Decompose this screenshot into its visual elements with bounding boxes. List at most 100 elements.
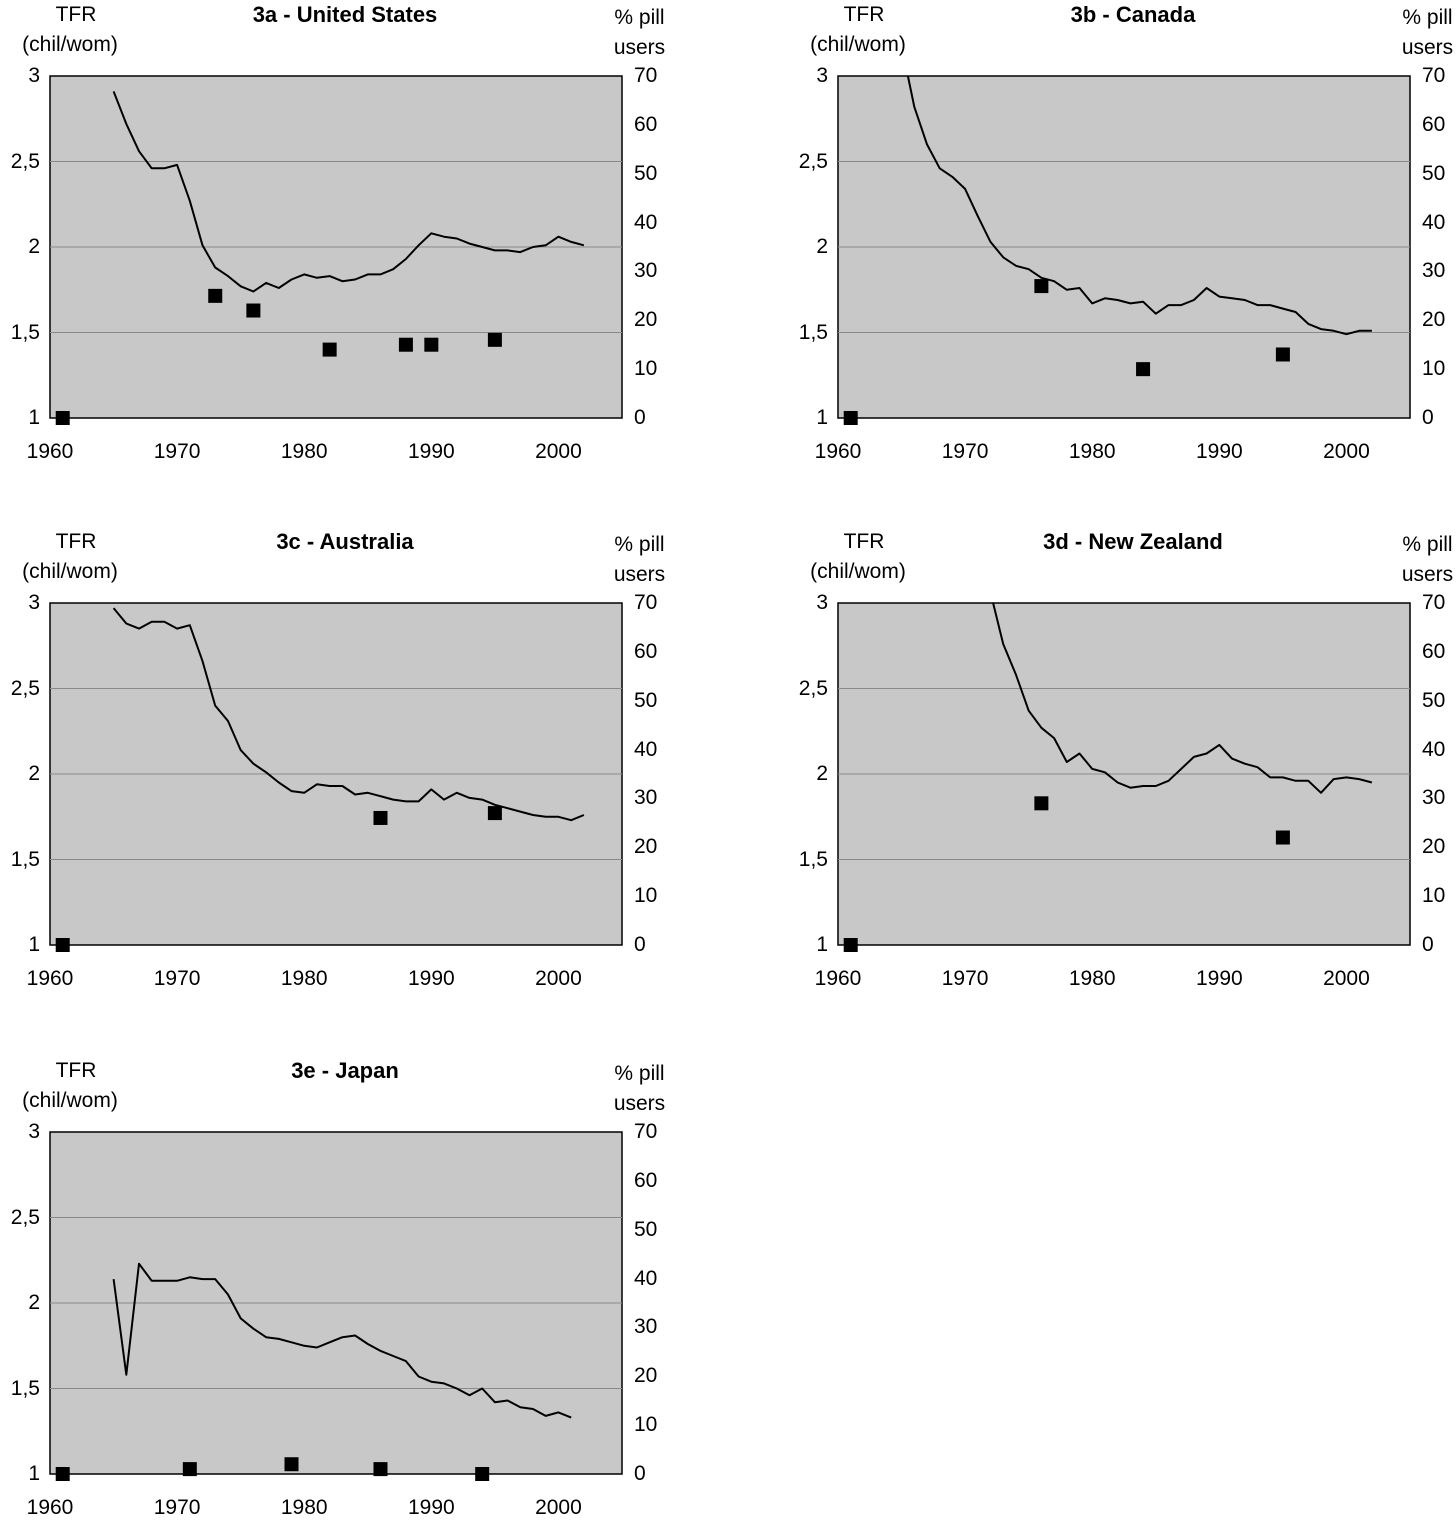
- y2-tick-label: 30: [1422, 786, 1446, 810]
- y2-tick-label: 60: [634, 1168, 658, 1192]
- pill-users-marker: [424, 337, 439, 352]
- y2-tick-label: 70: [1422, 591, 1446, 614]
- right-axis-label: % pill: [614, 1062, 665, 1085]
- pill-users-marker: [843, 411, 858, 425]
- pill-users-marker: [246, 303, 261, 318]
- y2-tick-label: 0: [634, 933, 646, 956]
- y2-tick-label: 20: [1422, 835, 1446, 859]
- y2-tick-label: 60: [634, 112, 658, 136]
- x-tick-label: 1970: [153, 1496, 201, 1519]
- chart-title: 3c - Australia: [276, 529, 414, 554]
- y-tick-label: 1: [28, 1462, 40, 1485]
- y2-tick-label: 10: [634, 884, 658, 908]
- pill-users-marker: [475, 1467, 490, 1481]
- y-tick-label: 1,5: [10, 1376, 40, 1400]
- pill-users-marker: [373, 1462, 388, 1477]
- y2-tick-label: 0: [634, 1462, 646, 1485]
- x-tick-label: 1990: [407, 967, 455, 990]
- y-tick-label: 2,5: [10, 676, 40, 700]
- tfr-series-line: [906, 75, 1372, 336]
- y-tick-label: 1,5: [10, 847, 40, 871]
- left-axis-label: (chil/wom): [22, 560, 118, 583]
- chart-title: 3d - New Zealand: [1043, 529, 1223, 554]
- y-tick-label: 2,5: [798, 149, 828, 173]
- y-tick-label: 3: [816, 64, 828, 87]
- left-axis-label: TFR: [843, 3, 885, 26]
- y-tick-label: 1: [816, 933, 828, 956]
- y-tick-label: 1,5: [798, 320, 828, 344]
- y2-tick-label: 20: [634, 835, 658, 859]
- pill-users-marker: [1034, 279, 1049, 294]
- y2-tick-label: 40: [634, 210, 658, 234]
- pill-users-marker: [487, 332, 502, 347]
- y2-tick-label: 60: [1422, 112, 1446, 136]
- x-tick-label: 1960: [814, 440, 862, 463]
- pill-users-marker: [284, 1457, 299, 1472]
- x-tick-label: 1960: [814, 967, 862, 990]
- x-tick-label: 1980: [1068, 967, 1116, 990]
- x-tick-label: 1970: [153, 440, 201, 463]
- chart-title: 3a - United States: [252, 2, 438, 27]
- pill-users-marker: [55, 938, 70, 952]
- pill-users-marker: [1034, 796, 1049, 811]
- y2-tick-label: 20: [1422, 308, 1446, 332]
- x-tick-label: 1980: [280, 967, 328, 990]
- y-tick-label: 1,5: [10, 320, 40, 344]
- tfr-series-line: [112, 607, 585, 822]
- x-tick-label: 1990: [1195, 967, 1243, 990]
- x-tick-label: 2000: [535, 1496, 582, 1519]
- y-tick-label: 1: [28, 406, 40, 429]
- chart-title: 3b - Canada: [1070, 2, 1196, 27]
- y-tick-label: 2: [816, 235, 828, 258]
- y2-tick-label: 0: [634, 406, 646, 429]
- y-tick-label: 2: [28, 235, 40, 258]
- y2-tick-label: 10: [1422, 884, 1446, 908]
- y-tick-label: 2,5: [798, 676, 828, 700]
- y-tick-label: 3: [816, 591, 828, 614]
- y-tick-label: 3: [28, 591, 40, 614]
- left-axis-label: TFR: [55, 1059, 97, 1082]
- x-tick-label: 1970: [941, 967, 989, 990]
- pill-users-marker: [208, 288, 223, 303]
- y-tick-label: 2: [816, 762, 828, 785]
- y2-tick-label: 70: [634, 64, 658, 87]
- left-axis-label: (chil/wom): [810, 560, 906, 583]
- y2-tick-label: 40: [634, 737, 658, 761]
- x-tick-label: 1960: [26, 1496, 74, 1519]
- y2-tick-label: 60: [634, 639, 658, 663]
- pill-users-marker: [398, 337, 413, 352]
- x-tick-label: 1980: [280, 1496, 328, 1519]
- y2-tick-label: 50: [634, 161, 658, 185]
- y2-tick-label: 10: [634, 357, 658, 381]
- pill-users-marker: [55, 411, 70, 425]
- y2-tick-label: 20: [634, 308, 658, 332]
- pill-users-marker: [373, 810, 388, 825]
- y2-tick-label: 10: [634, 1413, 658, 1437]
- x-tick-label: 1980: [280, 440, 328, 463]
- y2-tick-label: 20: [634, 1364, 658, 1388]
- right-axis-label: % pill: [614, 6, 665, 29]
- left-axis-label: TFR: [55, 530, 97, 553]
- x-tick-label: 1980: [1068, 440, 1116, 463]
- pill-users-marker: [322, 342, 337, 357]
- pill-users-marker: [1275, 347, 1290, 362]
- y2-tick-label: 30: [634, 786, 658, 810]
- y-tick-label: 2,5: [10, 1205, 40, 1229]
- x-tick-label: 1990: [407, 440, 455, 463]
- y2-tick-label: 40: [634, 1266, 658, 1290]
- y2-tick-label: 10: [1422, 357, 1446, 381]
- pill-users-marker: [843, 938, 858, 952]
- pill-users-marker: [487, 806, 502, 821]
- tfr-series-line: [112, 91, 585, 293]
- right-axis-label: users: [613, 36, 666, 59]
- pill-users-marker: [1275, 830, 1290, 845]
